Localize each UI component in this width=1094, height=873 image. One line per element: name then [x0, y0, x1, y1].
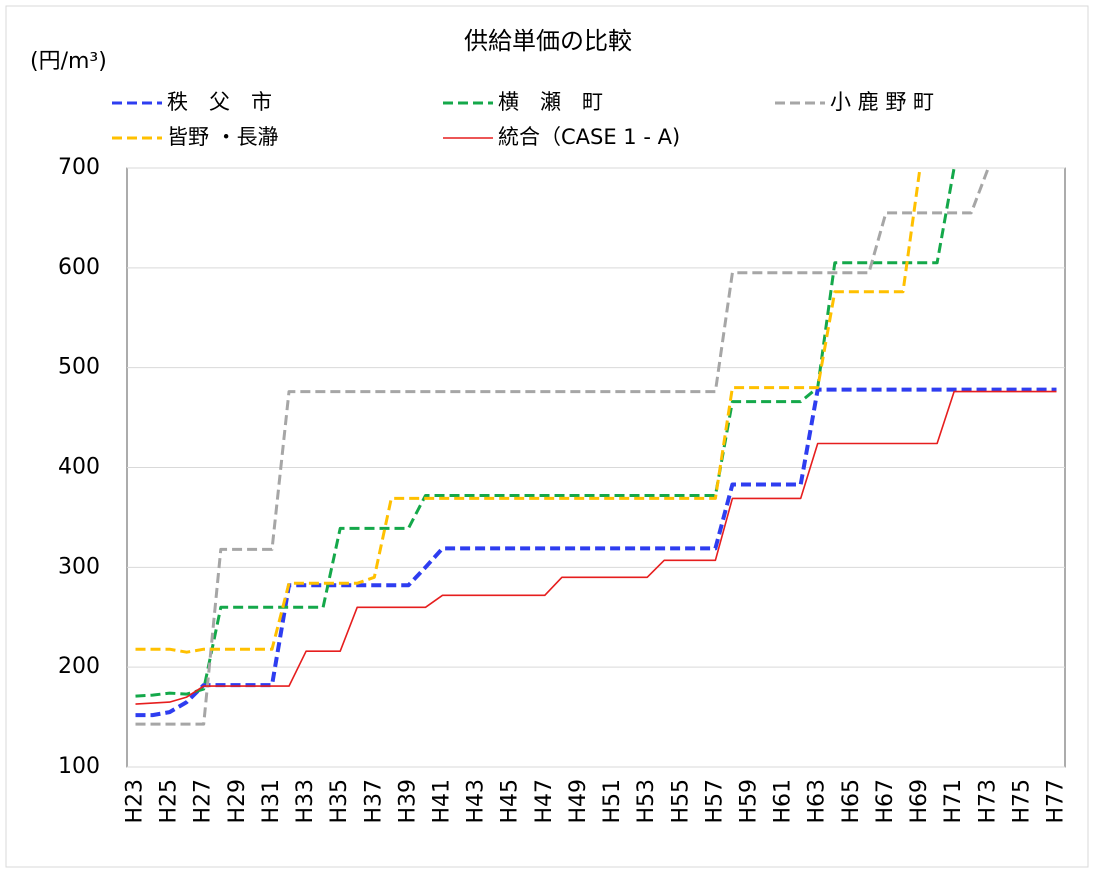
- x-tick-label: H39: [395, 779, 420, 824]
- x-tick-label: H29: [225, 779, 250, 824]
- x-tick-label: H33: [293, 779, 318, 824]
- x-tick-label: H35: [327, 779, 352, 824]
- x-tick-label: H59: [736, 779, 761, 824]
- y-tick-label: 600: [58, 255, 100, 280]
- y-tick-label: 500: [58, 355, 100, 380]
- x-tick-label: H77: [1043, 779, 1068, 824]
- x-tick-label: H25: [157, 779, 182, 824]
- y-tick-label: 300: [58, 554, 100, 579]
- x-tick-label: H31: [259, 779, 284, 824]
- x-tick-label: H51: [600, 779, 625, 824]
- x-tick-label: H47: [532, 779, 557, 824]
- legend-label: 小 鹿 野 町: [830, 90, 934, 114]
- x-tick-label: H65: [839, 779, 864, 824]
- y-tick-label: 100: [58, 754, 100, 779]
- x-tick-label: H69: [907, 779, 932, 824]
- legend-label: 統合（CASE 1 - A): [498, 125, 680, 149]
- y-axis-label: (円/m³): [30, 49, 107, 74]
- series-line: [135, 168, 990, 726]
- chart-title: 供給単価の比較: [464, 27, 632, 55]
- x-tick-label: H49: [566, 779, 591, 824]
- x-tick-label: H71: [941, 779, 966, 824]
- x-tick-label: H63: [805, 779, 830, 824]
- x-tick-label: H27: [191, 779, 216, 824]
- x-tick-label: H41: [430, 779, 455, 824]
- legend-label: 秩 父 市: [167, 90, 272, 114]
- y-tick-label: 200: [58, 654, 100, 679]
- x-tick-label: H67: [873, 779, 898, 824]
- series-line: [135, 390, 1057, 705]
- x-tick-label: H55: [668, 779, 693, 824]
- x-tick-label: H43: [464, 779, 489, 824]
- x-tick-label: H23: [123, 779, 148, 824]
- x-tick-label: H57: [702, 779, 727, 824]
- legend-label: 皆野 ・長瀞: [167, 125, 279, 149]
- y-tick-label: 400: [58, 455, 100, 480]
- y-tick-label: 700: [58, 155, 100, 180]
- x-tick-label: H61: [771, 779, 796, 824]
- x-tick-label: H75: [1009, 779, 1034, 824]
- x-tick-label: H37: [361, 779, 386, 824]
- plot-lines: [135, 168, 1057, 726]
- x-tick-label: H53: [634, 779, 659, 824]
- legend-label: 横 瀬 町: [498, 90, 603, 114]
- x-tick-label: H73: [975, 779, 1000, 824]
- x-tick-label: H45: [498, 779, 523, 824]
